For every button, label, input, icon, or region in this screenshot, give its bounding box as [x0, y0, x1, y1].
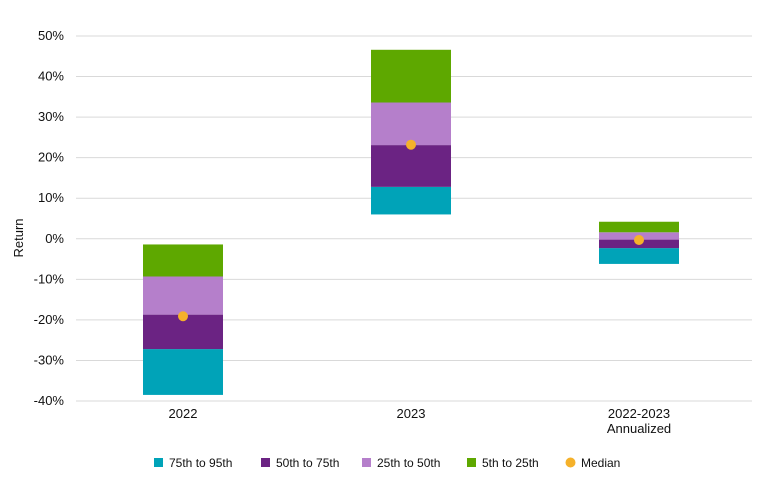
legend-label: Median	[581, 456, 620, 470]
legend-swatch	[154, 458, 163, 467]
x-tick-label: Annualized	[607, 421, 671, 436]
median-points	[178, 139, 644, 322]
y-tick-label: 30%	[38, 109, 64, 124]
y-axis-title: Return	[11, 218, 26, 257]
bar-segment	[599, 248, 679, 264]
y-tick-label: 10%	[38, 190, 64, 205]
y-tick-label: -20%	[34, 312, 65, 327]
legend-label: 25th to 50th	[377, 456, 440, 470]
median-point	[178, 311, 188, 322]
legend-label: 75th to 95th	[169, 456, 232, 470]
bar-segment	[143, 244, 223, 277]
bar-segment	[371, 145, 451, 187]
bar-segment	[599, 221, 679, 233]
y-tick-label: 40%	[38, 69, 64, 84]
legend-label: 50th to 75th	[276, 456, 339, 470]
y-tick-label: -30%	[34, 352, 65, 367]
bar-segment	[371, 102, 451, 146]
median-point	[406, 139, 416, 150]
y-axis-tick-labels: 50% 40% 30% 20% 10% 0% -10% -20% -30% -40%	[34, 28, 65, 408]
bar-segment	[371, 49, 451, 103]
y-tick-label: -40%	[34, 393, 65, 408]
bar-segment	[143, 276, 223, 315]
legend: 75th to 95th 50th to 75th 25th to 50th 5th …	[154, 456, 620, 470]
x-tick-label: 2022-2023	[608, 406, 670, 421]
bar-segment	[143, 349, 223, 395]
median-point	[634, 234, 644, 245]
bars	[143, 49, 679, 395]
y-tick-label: 20%	[38, 150, 64, 165]
legend-swatch	[565, 457, 576, 468]
legend-swatch	[261, 458, 270, 467]
y-tick-label: -10%	[34, 271, 65, 286]
bar-segment	[371, 186, 451, 215]
legend-swatch	[467, 458, 476, 467]
legend-label: 5th to 25th	[482, 456, 539, 470]
x-tick-label: 2023	[397, 406, 426, 421]
x-tick-label: 2022	[169, 406, 198, 421]
y-tick-label: 50%	[38, 28, 64, 43]
y-tick-label: 0%	[45, 231, 64, 246]
legend-swatch	[362, 458, 371, 467]
